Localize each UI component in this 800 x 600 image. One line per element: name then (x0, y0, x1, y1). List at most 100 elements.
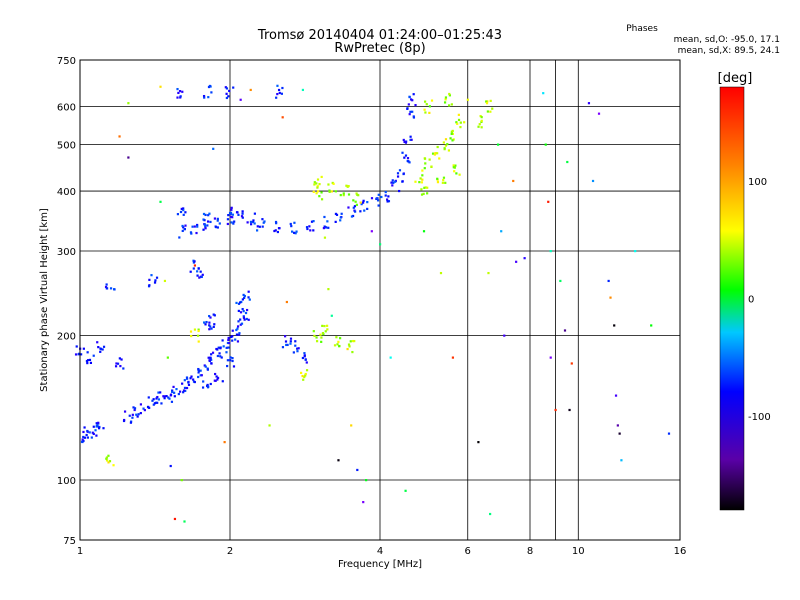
data-point-o (252, 220, 255, 224)
data-point-o (203, 321, 206, 324)
data-point-o (244, 311, 248, 315)
data-point-o (276, 92, 279, 96)
data-point-x (112, 464, 115, 467)
data-point-x (313, 181, 316, 184)
data-point-x (486, 110, 489, 113)
data-point-o (386, 200, 389, 203)
data-point-o (102, 345, 106, 348)
data-point-x (431, 152, 435, 155)
data-point-o (180, 207, 183, 211)
x-tick-label: 4 (377, 546, 383, 557)
data-point-isolated (512, 179, 515, 183)
chart-title: Tromsø 20140404 01:24:00–01:25:43 (257, 28, 502, 43)
data-point-isolated (489, 512, 492, 516)
data-point-o (118, 357, 121, 360)
data-point-x (449, 137, 452, 140)
data-point-isolated (193, 264, 197, 267)
data-point-o (201, 386, 205, 389)
data-point-o (208, 359, 211, 362)
data-point-o (159, 391, 162, 394)
data-point-o (286, 343, 289, 347)
data-point-o (227, 336, 230, 340)
data-point-o (208, 328, 211, 331)
data-point-o (202, 380, 205, 383)
data-point-o (310, 220, 314, 223)
data-point-o (86, 351, 89, 354)
data-point-o (396, 172, 400, 175)
data-point-isolated (370, 230, 373, 233)
data-point-o (204, 365, 207, 368)
y-tick-label: 100 (57, 476, 76, 487)
data-point-x (326, 328, 329, 331)
data-point-x (320, 191, 323, 194)
data-point-o (362, 201, 365, 204)
data-point-isolated (356, 468, 359, 472)
data-point-x (320, 175, 323, 179)
data-point-o (175, 388, 178, 391)
data-point-x (325, 324, 329, 327)
data-point-x (318, 195, 321, 198)
x-tick-label: 6 (465, 546, 471, 557)
data-point-x (338, 345, 341, 348)
data-point-o (168, 397, 171, 400)
data-point-o (169, 393, 173, 396)
data-point-x (347, 184, 350, 188)
data-point-x (436, 152, 439, 155)
data-point-o (326, 220, 329, 223)
data-point-o (122, 367, 125, 370)
data-point-o (238, 332, 241, 335)
data-point-o (92, 354, 95, 357)
data-point-o (179, 96, 182, 99)
data-point-isolated (183, 520, 186, 523)
data-point-o (246, 221, 249, 224)
data-point-o (193, 380, 196, 384)
data-point-o (292, 351, 295, 354)
data-point-x (355, 203, 358, 206)
data-point-isolated (568, 408, 571, 412)
data-point-x (485, 100, 488, 103)
data-point-o (360, 203, 363, 206)
data-point-o (156, 395, 159, 399)
data-point-x (316, 178, 320, 181)
data-point-o (203, 364, 206, 367)
data-point-o (216, 226, 219, 229)
colorbar-label: [deg] (718, 71, 753, 86)
data-point-o (339, 216, 342, 219)
data-point-o (192, 261, 195, 264)
data-point-o (245, 317, 248, 321)
data-point-x (321, 324, 324, 327)
data-point-x (318, 183, 321, 186)
data-point-x (333, 344, 337, 347)
data-point-o (183, 379, 186, 382)
data-point-o (92, 425, 95, 428)
data-point-o (225, 351, 228, 354)
data-point-isolated (159, 200, 162, 203)
data-point-o (85, 359, 89, 363)
data-point-o (200, 374, 203, 377)
data-point-o (227, 338, 230, 342)
data-point-o (204, 213, 207, 217)
data-point-x (451, 132, 454, 135)
data-point-x (457, 118, 461, 122)
data-point-x (332, 182, 335, 185)
data-point-x (453, 170, 456, 173)
data-point-o (198, 276, 201, 279)
data-point-x (323, 324, 326, 328)
data-point-o (232, 222, 235, 225)
data-point-o (181, 382, 184, 385)
data-point-o (412, 115, 415, 118)
data-point-o (230, 221, 233, 224)
data-point-x (421, 174, 424, 177)
data-point-o (208, 324, 211, 327)
data-point-isolated (544, 143, 547, 146)
data-point-o (195, 231, 198, 235)
data-point-o (239, 323, 242, 326)
data-point-o (209, 357, 212, 360)
data-point-o (334, 220, 337, 223)
data-point-o (204, 227, 207, 230)
data-point-o (196, 270, 199, 273)
data-point-o (190, 232, 193, 235)
data-point-x (321, 331, 325, 335)
data-point-o (216, 219, 219, 222)
data-point-o (132, 406, 135, 409)
